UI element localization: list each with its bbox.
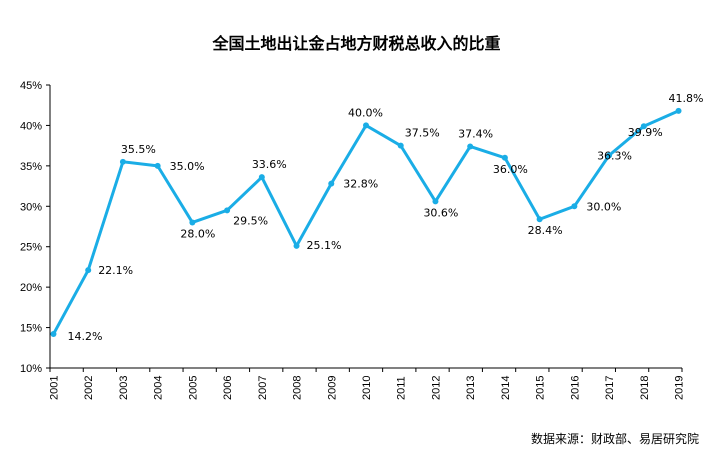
x-tick-label: 2010 — [361, 376, 373, 400]
data-label: 30.0% — [586, 200, 621, 213]
data-point — [640, 123, 647, 130]
data-label: 37.4% — [458, 127, 493, 140]
data-point — [432, 198, 439, 205]
data-point — [501, 154, 508, 161]
x-tick-label: 2018 — [639, 376, 651, 400]
data-label: 22.1% — [98, 264, 133, 277]
x-tick-label: 2019 — [674, 376, 686, 400]
y-tick-label: 20% — [20, 282, 42, 294]
x-tick-label: 2001 — [48, 376, 60, 400]
x-tick-label: 2009 — [326, 376, 338, 400]
data-label: 41.8% — [669, 92, 704, 105]
y-tick-label: 45% — [20, 80, 42, 92]
x-tick-label: 2012 — [430, 376, 442, 400]
data-point — [224, 207, 231, 214]
data-label: 36.0% — [493, 163, 528, 176]
data-point — [397, 142, 404, 149]
data-point — [536, 216, 543, 223]
data-point — [467, 143, 474, 150]
data-label: 32.8% — [343, 178, 378, 191]
y-tick-label: 35% — [20, 161, 42, 173]
data-source-note: 数据来源：财政部、易居研究院 — [530, 432, 699, 446]
x-tick-label: 2011 — [396, 376, 408, 400]
chart-title: 全国土地出让金占地方财税总收入的比重 — [212, 34, 501, 53]
x-tick-label: 2014 — [500, 376, 512, 400]
x-tick-label: 2003 — [118, 376, 130, 400]
data-label: 28.4% — [528, 224, 563, 237]
data-label: 25.1% — [307, 239, 342, 252]
data-point — [154, 162, 161, 169]
data-point — [50, 331, 57, 338]
data-label: 29.5% — [233, 214, 268, 227]
x-tick-label: 2008 — [292, 376, 304, 400]
data-label: 35.5% — [121, 143, 156, 156]
data-label: 37.5% — [405, 127, 440, 140]
x-tick-label: 2016 — [569, 376, 581, 400]
y-axis-ticks: 10% 15% 20% 25% 30% 35% 40% 45% — [20, 80, 50, 375]
y-tick-label: 10% — [20, 363, 42, 375]
data-point — [258, 174, 265, 181]
data-point — [293, 242, 300, 249]
data-label: 28.0% — [180, 227, 215, 240]
x-tick-label: 2002 — [83, 376, 95, 400]
data-label: 30.6% — [423, 206, 458, 219]
data-point — [328, 180, 335, 187]
y-tick-label: 25% — [20, 242, 42, 254]
x-tick-label: 2017 — [604, 376, 616, 400]
data-label: 39.9% — [628, 126, 663, 139]
data-point — [571, 203, 578, 210]
data-point — [189, 219, 196, 226]
x-tick-label: 2013 — [465, 376, 477, 400]
data-point — [85, 267, 92, 274]
x-tick-label: 2006 — [222, 376, 234, 400]
data-point — [675, 107, 682, 114]
x-axis-ticks: 2001 2002 2003 2004 2005 2006 2007 2008 2009 2010… — [48, 368, 686, 400]
x-tick-label: 2007 — [257, 376, 269, 400]
x-tick-label: 2005 — [187, 376, 199, 400]
y-tick-label: 40% — [20, 120, 42, 132]
y-tick-label: 30% — [20, 201, 42, 213]
y-tick-label: 15% — [20, 323, 42, 335]
data-label: 33.6% — [252, 158, 287, 171]
data-points — [50, 107, 682, 338]
data-label: 36.3% — [597, 149, 632, 162]
data-label: 14.2% — [67, 330, 102, 343]
x-tick-label: 2015 — [535, 376, 547, 400]
data-point — [363, 122, 369, 129]
data-labels: 14.2% 22.1% 35.5% 35.0% 28.0% 29.5% 33.6% 25.1%… — [67, 92, 703, 343]
data-label: 35.0% — [170, 160, 205, 173]
x-tick-label: 2004 — [153, 376, 165, 400]
data-label: 40.0% — [348, 106, 383, 119]
data-point — [119, 158, 126, 165]
data-point — [606, 152, 613, 159]
